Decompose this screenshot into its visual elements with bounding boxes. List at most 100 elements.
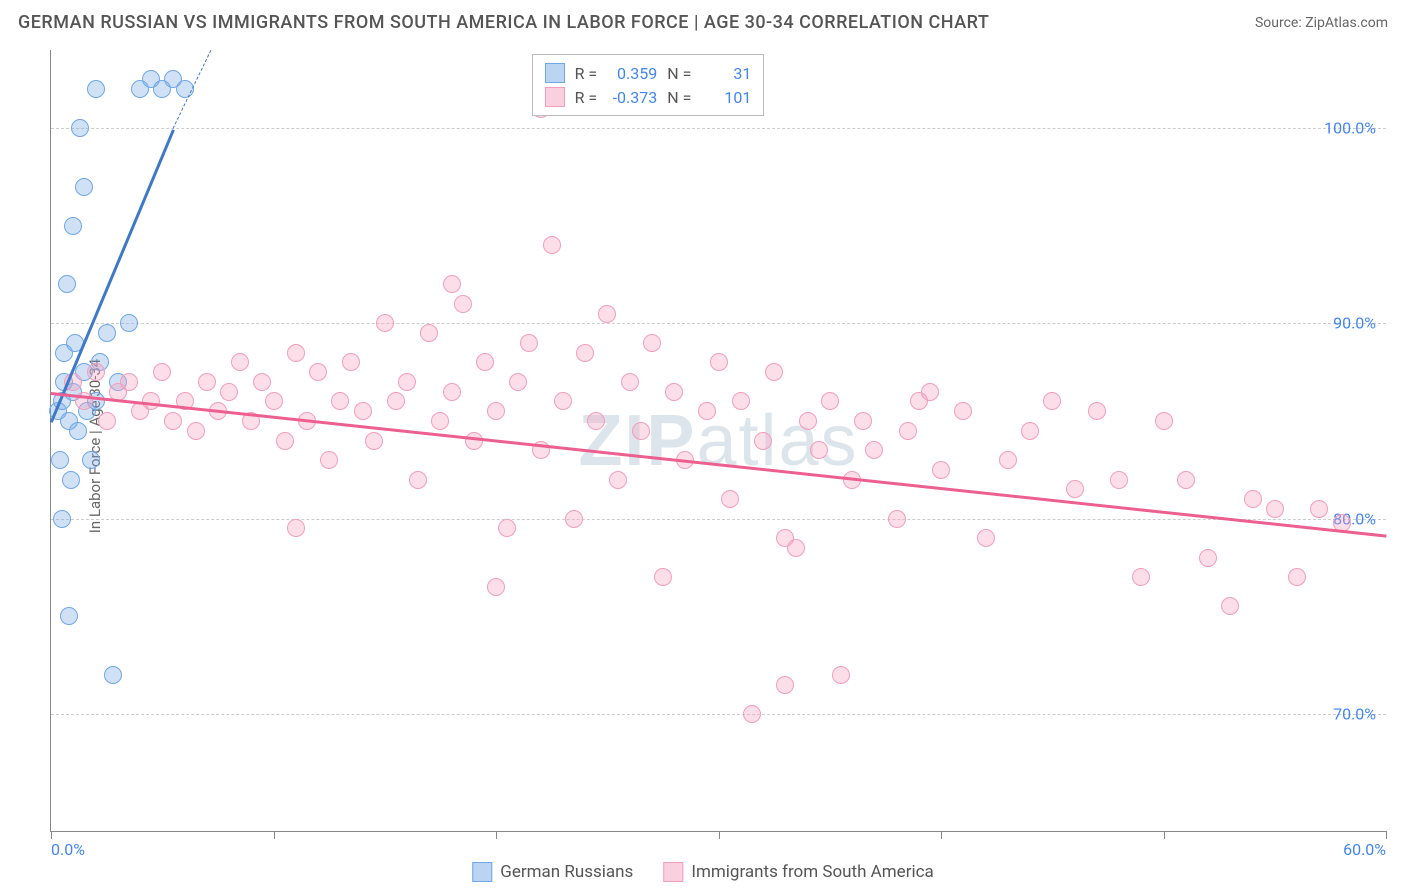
data-point: [1043, 392, 1061, 410]
data-point: [420, 324, 438, 342]
data-point: [231, 353, 249, 371]
stat-n-label: N =: [667, 88, 691, 107]
data-point: [865, 441, 883, 459]
data-point: [787, 539, 805, 557]
x-tick: [51, 831, 52, 839]
data-point: [51, 451, 69, 469]
data-point: [743, 705, 761, 723]
data-point: [287, 519, 305, 537]
data-point: [120, 314, 138, 332]
data-point: [331, 392, 349, 410]
data-point: [287, 344, 305, 362]
data-point: [431, 412, 449, 430]
x-tick-label: 60.0%: [1343, 840, 1386, 859]
data-point: [98, 324, 116, 342]
chart-title: GERMAN RUSSIAN VS IMMIGRANTS FROM SOUTH …: [18, 12, 989, 33]
x-tick-label: 0.0%: [51, 840, 85, 859]
data-point: [75, 178, 93, 196]
data-point: [1132, 568, 1150, 586]
scatter-chart: ZIPatlas 70.0%80.0%90.0%100.0%0.0%60.0%R…: [50, 50, 1386, 832]
stats-row: R =0.359N =31: [545, 61, 752, 85]
data-point: [82, 451, 100, 469]
stats-box: R =0.359N =31R =-0.373N =101: [532, 54, 765, 116]
data-point: [309, 363, 327, 381]
data-point: [120, 373, 138, 391]
data-point: [710, 353, 728, 371]
data-point: [187, 422, 205, 440]
data-point: [354, 402, 372, 420]
data-point: [832, 666, 850, 684]
gridline: [51, 519, 1386, 520]
data-point: [487, 402, 505, 420]
data-point: [465, 432, 483, 450]
data-point: [654, 568, 672, 586]
data-point: [799, 412, 817, 430]
data-point: [104, 666, 122, 684]
legend-item: German Russians: [472, 862, 633, 882]
data-point: [921, 383, 939, 401]
data-point: [977, 529, 995, 547]
data-point: [1088, 402, 1106, 420]
data-point: [1110, 471, 1128, 489]
data-point: [1155, 412, 1173, 430]
data-point: [954, 402, 972, 420]
data-point: [198, 373, 216, 391]
data-point: [1310, 500, 1328, 518]
legend-swatch: [545, 87, 565, 107]
gridline: [51, 128, 1386, 129]
data-point: [87, 363, 105, 381]
y-tick-label: 70.0%: [1333, 704, 1376, 723]
data-point: [487, 578, 505, 596]
data-point: [498, 519, 516, 537]
data-point: [754, 432, 772, 450]
stat-r-value: 0.359: [607, 64, 657, 83]
data-point: [153, 363, 171, 381]
chart-header: GERMAN RUSSIAN VS IMMIGRANTS FROM SOUTH …: [0, 0, 1406, 41]
data-point: [643, 334, 661, 352]
data-point: [899, 422, 917, 440]
x-tick: [941, 831, 942, 839]
data-point: [765, 363, 783, 381]
legend-item: Immigrants from South America: [663, 862, 933, 882]
stat-r-label: R =: [575, 64, 598, 83]
data-point: [587, 412, 605, 430]
data-point: [164, 412, 182, 430]
legend-swatch: [545, 63, 565, 83]
data-point: [342, 353, 360, 371]
data-point: [220, 383, 238, 401]
x-tick: [719, 831, 720, 839]
bottom-legend: German Russians Immigrants from South Ame…: [472, 862, 933, 882]
data-point: [543, 236, 561, 254]
gridline: [51, 323, 1386, 324]
data-point: [854, 412, 872, 430]
legend-swatch: [663, 862, 683, 882]
data-point: [520, 334, 538, 352]
data-point: [598, 305, 616, 323]
data-point: [387, 392, 405, 410]
data-point: [376, 314, 394, 332]
trend-line: [51, 392, 1386, 537]
data-point: [53, 510, 71, 528]
data-point: [64, 217, 82, 235]
y-tick-label: 100.0%: [1324, 119, 1376, 138]
data-point: [71, 119, 89, 137]
data-point: [776, 676, 794, 694]
stat-r-label: R =: [575, 88, 598, 107]
data-point: [1221, 597, 1239, 615]
data-point: [721, 490, 739, 508]
data-point: [443, 383, 461, 401]
data-point: [443, 275, 461, 293]
data-point: [621, 373, 639, 391]
data-point: [365, 432, 383, 450]
data-point: [69, 422, 87, 440]
data-point: [565, 510, 583, 528]
data-point: [87, 80, 105, 98]
data-point: [98, 412, 116, 430]
data-point: [1266, 500, 1284, 518]
chart-source: Source: ZipAtlas.com: [1255, 15, 1388, 31]
legend-label: German Russians: [500, 862, 633, 882]
data-point: [276, 432, 294, 450]
stat-r-value: -0.373: [607, 88, 657, 107]
data-point: [1288, 568, 1306, 586]
data-point: [698, 402, 716, 420]
